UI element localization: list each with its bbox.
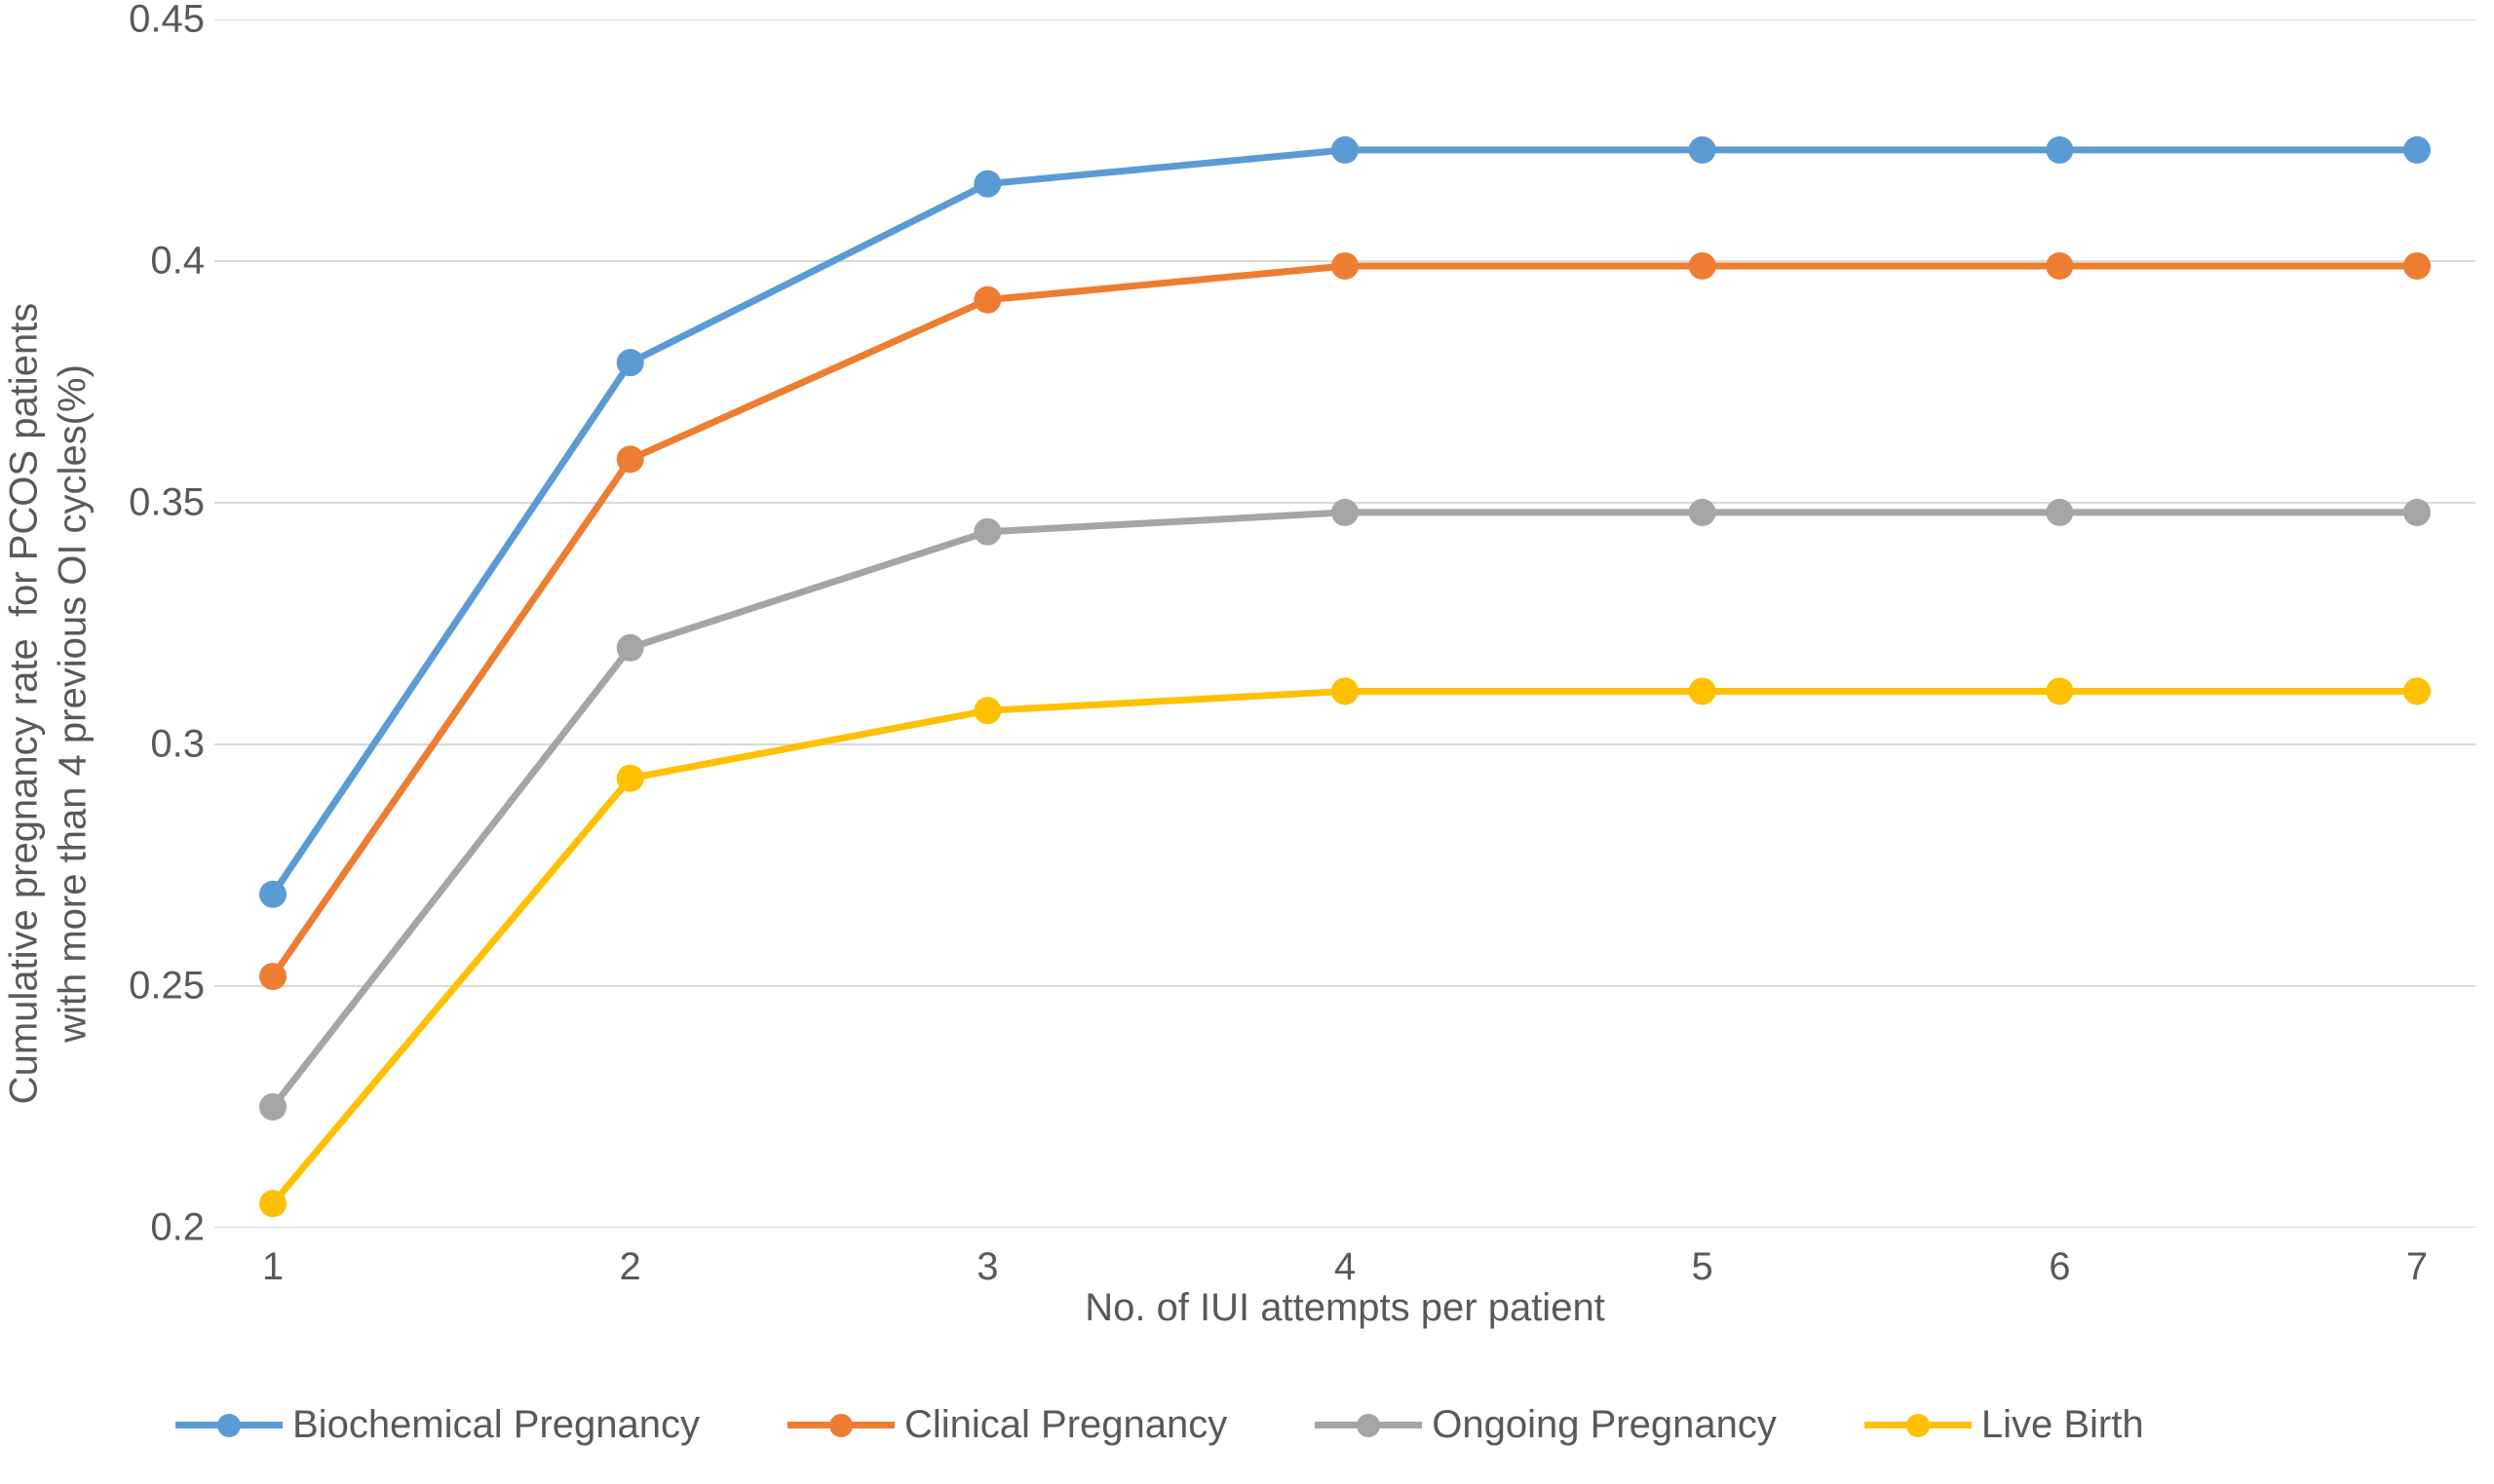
series-marker: [617, 765, 644, 792]
series-line: [273, 513, 2417, 1107]
series-marker: [1689, 252, 1716, 280]
legend-label: Live Birth: [1981, 1403, 2144, 1447]
plot-area: [214, 19, 2475, 1228]
series-marker: [1689, 677, 1716, 704]
legend-label: Ongoing Pregnancy: [1432, 1403, 1777, 1447]
y-axis-title: Cumulative pregnancy rate for PCOS patie…: [0, 302, 96, 1104]
series-marker: [2403, 677, 2431, 704]
series-marker: [617, 445, 644, 473]
series-marker: [617, 349, 644, 376]
x-axis-title: No. of IUI attempts per patient: [214, 1286, 2475, 1330]
pregnancy-rate-chart: Cumulative pregnancy rate for PCOS patie…: [0, 0, 2494, 1484]
legend-marker-icon: [829, 1414, 853, 1437]
legend-line-icon: [1864, 1422, 1972, 1428]
series-marker: [259, 1190, 287, 1217]
legend-item: Biochemical Pregnancy: [175, 1403, 700, 1447]
legend: Biochemical Pregnancy Clinical Pregnancy O…: [175, 1403, 2144, 1447]
legend-item: Live Birth: [1864, 1403, 2144, 1447]
series-marker: [1689, 136, 1716, 164]
x-tick-label: 2: [620, 1245, 641, 1289]
y-tick-label: 0.25: [107, 965, 205, 1008]
series-line: [273, 266, 2417, 976]
series-marker: [2403, 136, 2431, 164]
x-tick-label: 4: [1334, 1245, 1356, 1289]
series-marker: [1689, 499, 1716, 526]
series-marker: [974, 171, 1001, 198]
y-tick-label: 0.2: [107, 1206, 205, 1250]
series-marker: [1331, 499, 1359, 526]
series-marker: [2046, 252, 2073, 280]
series-marker: [974, 518, 1001, 546]
series-marker: [974, 697, 1001, 724]
legend-item: Ongoing Pregnancy: [1315, 1403, 1777, 1447]
series-marker: [617, 634, 644, 662]
legend-label: Clinical Pregnancy: [904, 1403, 1227, 1447]
x-tick-label: 6: [2049, 1245, 2070, 1289]
series-marker: [2046, 499, 2073, 526]
series-marker: [1331, 252, 1359, 280]
x-tick-label: 1: [262, 1245, 284, 1289]
x-tick-label: 3: [977, 1245, 998, 1289]
legend-item: Clinical Pregnancy: [787, 1403, 1227, 1447]
y-tick-label: 0.35: [107, 481, 205, 525]
legend-label: Biochemical Pregnancy: [292, 1403, 700, 1447]
x-tick-label: 7: [2406, 1245, 2428, 1289]
series-marker: [974, 286, 1001, 314]
legend-marker-icon: [217, 1414, 241, 1437]
series-marker: [1331, 677, 1359, 704]
series-marker: [2403, 499, 2431, 526]
legend-line-icon: [787, 1422, 895, 1428]
series-marker: [2046, 677, 2073, 704]
y-tick-label: 0.3: [107, 723, 205, 767]
series-marker: [2403, 252, 2431, 280]
legend-marker-icon: [1906, 1414, 1930, 1437]
legend-line-icon: [175, 1422, 283, 1428]
series-line: [273, 691, 2417, 1203]
series-marker: [2046, 136, 2073, 164]
y-tick-label: 0.4: [107, 240, 205, 284]
y-tick-label: 0.45: [107, 0, 205, 42]
x-tick-label: 5: [1692, 1245, 1713, 1289]
series-marker: [259, 881, 287, 908]
series-marker: [259, 963, 287, 990]
legend-line-icon: [1315, 1422, 1422, 1428]
legend-marker-icon: [1357, 1414, 1380, 1437]
series-marker: [259, 1093, 287, 1121]
series-marker: [1331, 136, 1359, 164]
